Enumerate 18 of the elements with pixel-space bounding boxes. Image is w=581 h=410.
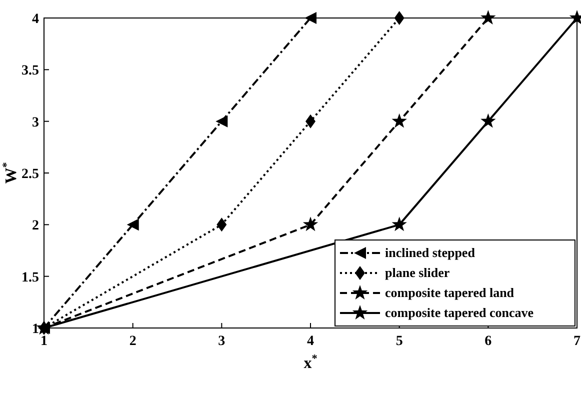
x-tick-label: 3 — [218, 334, 226, 349]
y-tick-label: 2 — [32, 218, 39, 234]
legend-label: composite tapered land — [385, 285, 515, 300]
y-tick-label: 3.5 — [22, 64, 39, 79]
x-tick-label: 2 — [129, 334, 136, 349]
y-tick-label: 1.5 — [22, 270, 39, 286]
x-tick-label: 7 — [574, 334, 580, 349]
y-tick-label: 4 — [32, 12, 39, 27]
x-axis-title: x$^{*}$ — [304, 353, 318, 372]
legend-label: composite tapered concave — [385, 305, 534, 320]
y-tick-label: 3 — [32, 115, 39, 130]
x-tick-label: 6 — [484, 334, 492, 349]
legend-label: inclined stepped — [385, 245, 476, 260]
y-tick-label: 2.5 — [22, 167, 39, 182]
legend-label: plane slider — [385, 265, 450, 280]
y-tick-label: 1 — [32, 322, 39, 337]
x-tick-label: 4 — [307, 334, 314, 349]
x-tick-label: 5 — [396, 334, 403, 349]
